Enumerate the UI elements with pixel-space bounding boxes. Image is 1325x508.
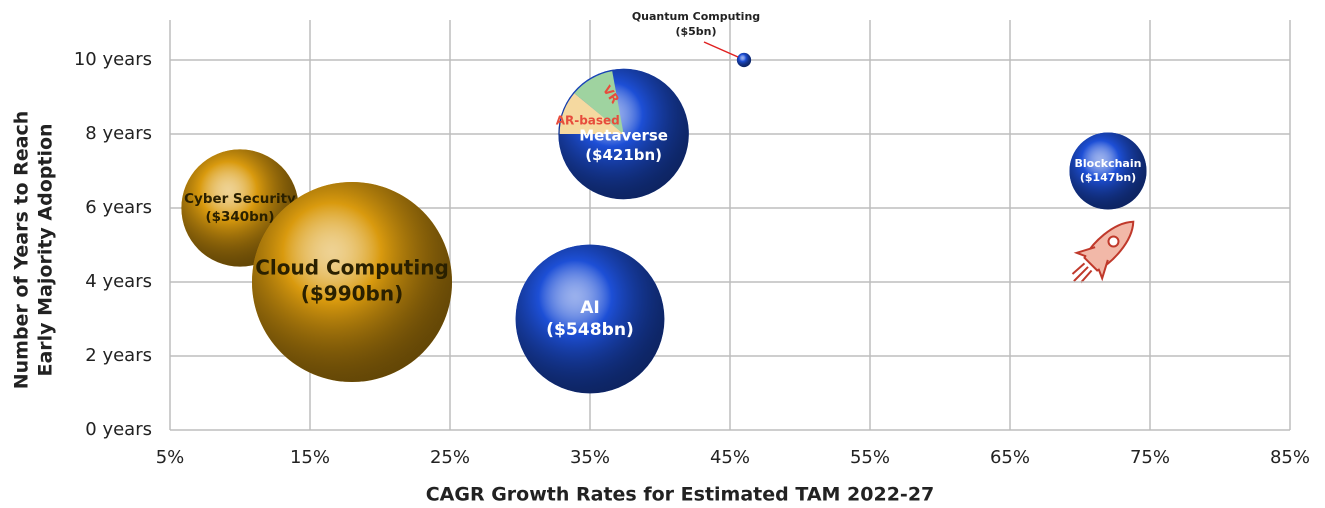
y-axis-title: Number of Years to Reach [11,111,33,390]
inset-wedge [559,93,624,134]
x-tick-label: 85% [1270,447,1310,468]
bubble-label: Blockchain [1075,157,1142,170]
bubble-value-label: ($147bn) [1080,171,1136,184]
x-tick-label: 25% [430,447,470,468]
inset-wedge [574,71,624,134]
y-tick-label: 6 years [85,197,152,218]
x-tick-label: 35% [570,447,610,468]
bubble-label: AI [580,298,600,318]
y-axis-title: Early Majority Adoption [35,123,57,376]
x-tick-label: 45% [710,447,750,468]
x-tick-label: 5% [156,447,185,468]
leader-line [703,41,739,58]
y-tick-label: 8 years [85,123,152,144]
bubble-label: Cyber Security [184,191,296,207]
bubble [736,52,752,68]
x-tick-label: 75% [1130,447,1170,468]
bubble-value-label: ($990bn) [301,282,404,306]
bubble [1069,132,1147,210]
bubble [252,182,452,382]
bubble [515,244,665,394]
bubble-value-label: ($5bn) [675,25,716,38]
x-tick-label: 65% [990,447,1030,468]
y-tick-label: 4 years [85,271,152,292]
y-tick-label: 2 years [85,345,152,366]
bubble-value-label: ($421bn) [585,146,662,164]
bubble-value-label: ($548bn) [546,320,634,340]
bubble-label: Cloud Computing [255,256,449,280]
inset-label: AR-based [556,113,620,127]
x-axis-title: CAGR Growth Rates for Estimated TAM 2022… [426,484,935,506]
bubble-value-label: ($340bn) [205,209,274,225]
bubble-label: Metaverse [579,126,668,144]
x-tick-label: 55% [850,447,890,468]
rocket-icon [1071,220,1135,284]
bubble-label: Quantum Computing [632,10,760,23]
y-tick-label: 0 years [85,419,152,440]
x-tick-label: 15% [290,447,330,468]
y-tick-label: 10 years [74,49,152,70]
